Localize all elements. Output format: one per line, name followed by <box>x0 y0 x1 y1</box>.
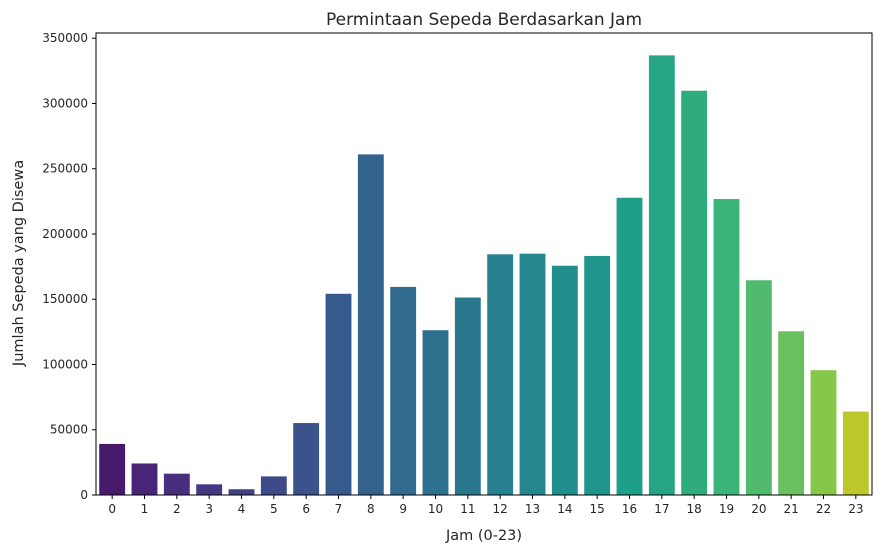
x-tick-label: 15 <box>590 502 605 516</box>
x-tick-label: 12 <box>493 502 508 516</box>
x-tick-label: 22 <box>816 502 831 516</box>
bar-hour-20 <box>745 280 772 495</box>
x-tick-label: 23 <box>848 502 863 516</box>
y-tick-label: 350000 <box>42 31 88 45</box>
bar-hour-4 <box>228 489 255 495</box>
x-tick-label: 7 <box>335 502 343 516</box>
bar-hour-11 <box>454 297 481 495</box>
x-tick-label: 1 <box>141 502 149 516</box>
y-tick-label: 150000 <box>42 292 88 306</box>
bar-hour-12 <box>487 254 514 495</box>
x-tick-label: 5 <box>270 502 278 516</box>
bar-hour-22 <box>810 370 837 495</box>
bar-hour-19 <box>713 199 740 495</box>
x-tick-label: 14 <box>557 502 572 516</box>
bar-hour-7 <box>325 293 352 495</box>
y-tick-label: 50000 <box>50 423 88 437</box>
chart-title: Permintaan Sepeda Berdasarkan Jam <box>326 10 642 30</box>
bar-hour-23 <box>842 411 869 495</box>
bar-hour-9 <box>390 286 417 495</box>
x-tick-label: 16 <box>622 502 637 516</box>
bar-hour-15 <box>584 255 611 495</box>
bar-hour-18 <box>681 90 708 495</box>
x-tick-label: 18 <box>687 502 702 516</box>
bar-hour-16 <box>616 197 643 495</box>
y-tick-label: 250000 <box>42 162 88 176</box>
x-tick-label: 13 <box>525 502 540 516</box>
bar-hour-8 <box>357 154 384 495</box>
bar-hour-1 <box>131 463 158 495</box>
bar-hour-6 <box>293 423 320 495</box>
bar-hour-10 <box>422 330 449 495</box>
bar-hour-14 <box>551 265 578 495</box>
x-tick-label: 2 <box>173 502 181 516</box>
y-tick-label: 0 <box>80 488 88 502</box>
y-tick-label: 200000 <box>42 227 88 241</box>
bar-hour-17 <box>648 55 675 496</box>
x-tick-label: 11 <box>460 502 475 516</box>
x-tick-label: 17 <box>654 502 669 516</box>
x-tick-label: 4 <box>238 502 246 516</box>
bar-hour-2 <box>163 473 190 495</box>
bar-hour-21 <box>778 331 805 495</box>
x-tick-label: 9 <box>399 502 407 516</box>
bar-hour-3 <box>196 484 223 495</box>
bar-hour-0 <box>99 443 126 495</box>
x-tick-label: 20 <box>751 502 766 516</box>
x-tick-label: 3 <box>205 502 213 516</box>
plot-area: 0 50000 100000 150000 200000 250000 300000 3500… <box>42 31 873 516</box>
x-tick-label: 0 <box>108 502 116 516</box>
x-axis-label: Jam (0-23) <box>445 528 522 544</box>
bar-hour-13 <box>519 253 546 495</box>
y-tick-label: 300000 <box>42 96 88 110</box>
bar-hour-5 <box>260 476 287 495</box>
y-axis-label: Jumlah Sepeda yang Disewa <box>11 160 27 367</box>
x-tick-label: 19 <box>719 502 734 516</box>
plot-frame <box>95 32 873 496</box>
x-tick-label: 8 <box>367 502 375 516</box>
x-tick-label: 21 <box>784 502 799 516</box>
x-tick-label: 10 <box>428 502 443 516</box>
y-tick-label: 100000 <box>42 357 88 371</box>
x-tick-label: 6 <box>302 502 310 516</box>
